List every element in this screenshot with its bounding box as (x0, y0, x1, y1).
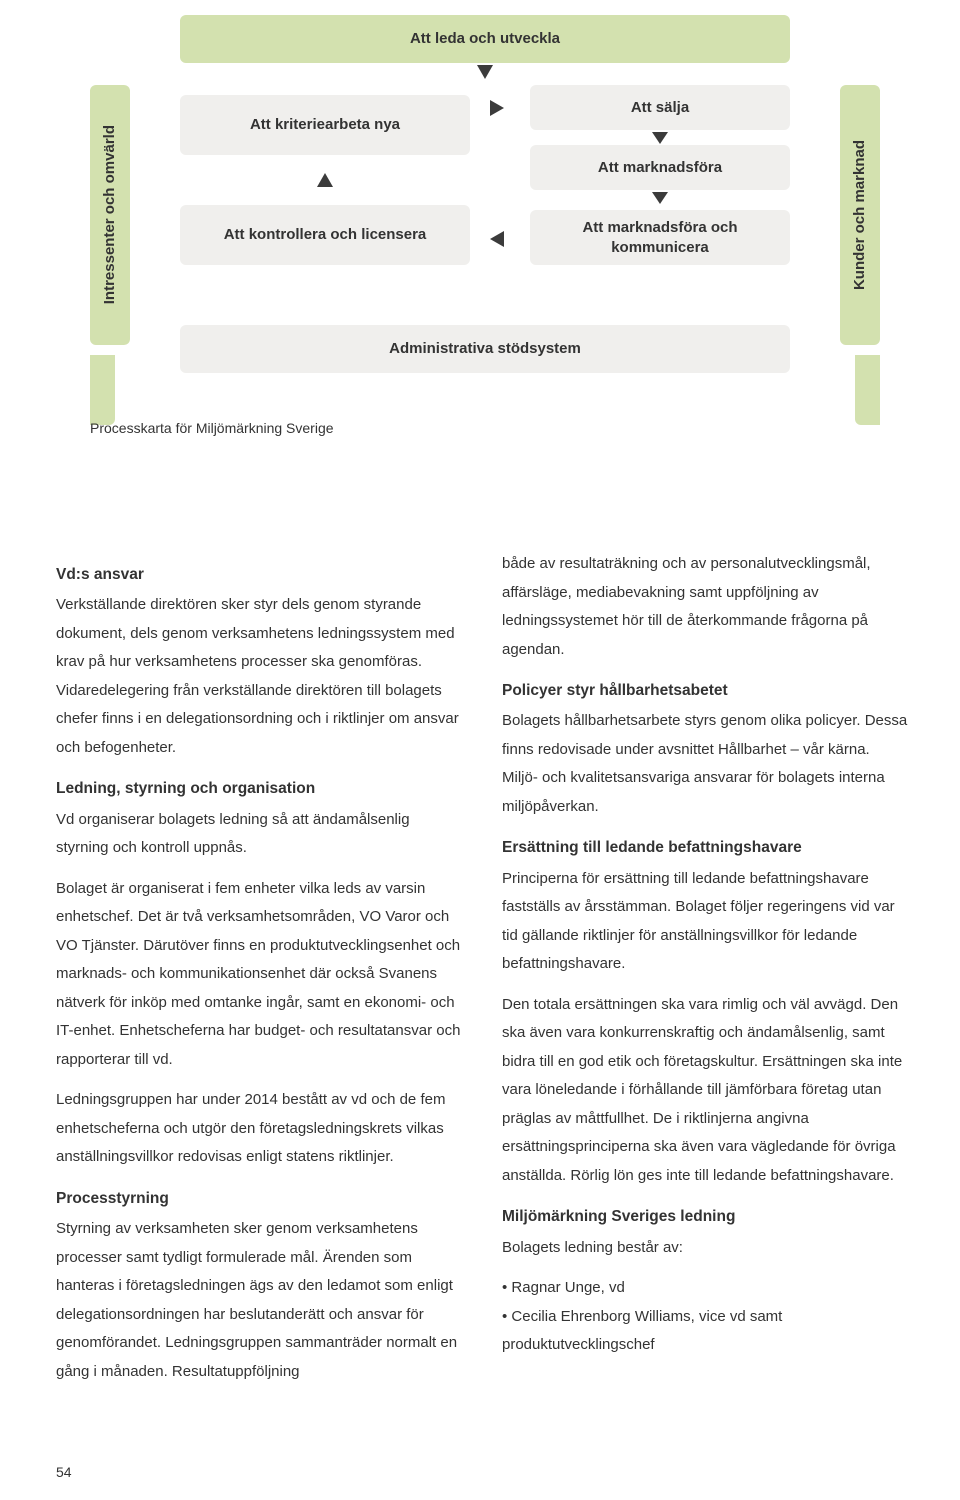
box-kommunicera: Att marknadsföra och kommunicera (530, 210, 790, 265)
p-processtyrning: Styrning av verksamheten sker genom verk… (56, 1215, 462, 1386)
arrow-mid-right (490, 100, 504, 116)
box-kriteriearbeta: Att kriteriearbeta nya (180, 95, 470, 155)
p-ersattning1: Principerna för ersättning till ledande … (502, 865, 908, 979)
diagram-caption: Processkarta för Miljömärkning Sverige (90, 420, 334, 436)
h-ledning-sv: Miljömärkning Sveriges ledning (502, 1202, 908, 1231)
p-cont: både av resultaträkning och av personalu… (502, 550, 908, 664)
p-ledning2: Bolaget är organiserat i fem enheter vil… (56, 875, 462, 1075)
p-policyer: Bolagets hållbarhetsarbete styrs genom o… (502, 707, 908, 821)
leader-2: Cecilia Ehrenborg Williams, vice vd samt… (502, 1303, 908, 1360)
h-ersattning: Ersättning till ledande befattningshavar… (502, 833, 908, 862)
p-ledning1: Vd organiserar bolagets ledning så att ä… (56, 806, 462, 863)
h-vd-ansvar: Vd:s ansvar (56, 560, 462, 589)
box-left-side: Intressenter och omvärld (90, 85, 130, 345)
box-salja: Att sälja (530, 85, 790, 130)
h-ledning: Ledning, styrning och organisation (56, 774, 462, 803)
p-ledning3: Ledningsgruppen har under 2014 bestått a… (56, 1086, 462, 1172)
h-policyer: Policyer styr hållbarhetsabetet (502, 676, 908, 705)
box-right-side: Kunder och marknad (840, 85, 880, 345)
leader-list: Ragnar Unge, vd Cecilia Ehrenborg Willia… (502, 1274, 908, 1360)
arrow-mid-up (317, 173, 333, 187)
process-diagram: Att leda och utveckla Intressenter och o… (90, 15, 880, 415)
arrow-r1-down (652, 132, 668, 144)
right-tail (855, 355, 880, 425)
leader-1: Ragnar Unge, vd (502, 1274, 908, 1303)
arrow-r2-down (652, 192, 668, 204)
page-number: 54 (56, 1464, 72, 1480)
right-side-label: Kunder och marknad (850, 140, 870, 290)
left-column: Vd:s ansvar Verkställande direktören ske… (56, 550, 462, 1398)
p-ersattning2: Den totala ersättningen ska vara rimlig … (502, 991, 908, 1191)
body-columns: Vd:s ansvar Verkställande direktören ske… (56, 550, 908, 1398)
arrow-top-down (477, 65, 493, 79)
box-marknadsfora: Att marknadsföra (530, 145, 790, 190)
left-side-label: Intressenter och omvärld (100, 125, 120, 304)
right-column: både av resultaträkning och av personalu… (502, 550, 908, 1398)
box-top: Att leda och utveckla (180, 15, 790, 63)
box-kontrollera: Att kontrollera och licensera (180, 205, 470, 265)
box-bottom: Administrativa stödsystem (180, 325, 790, 373)
left-tail (90, 355, 115, 425)
arrow-mid-left (490, 231, 504, 247)
p-vd-ansvar: Verkställande direktören sker styr dels … (56, 591, 462, 762)
h-processtyrning: Processtyrning (56, 1184, 462, 1213)
p-ledning-sv: Bolagets ledning består av: (502, 1234, 908, 1263)
